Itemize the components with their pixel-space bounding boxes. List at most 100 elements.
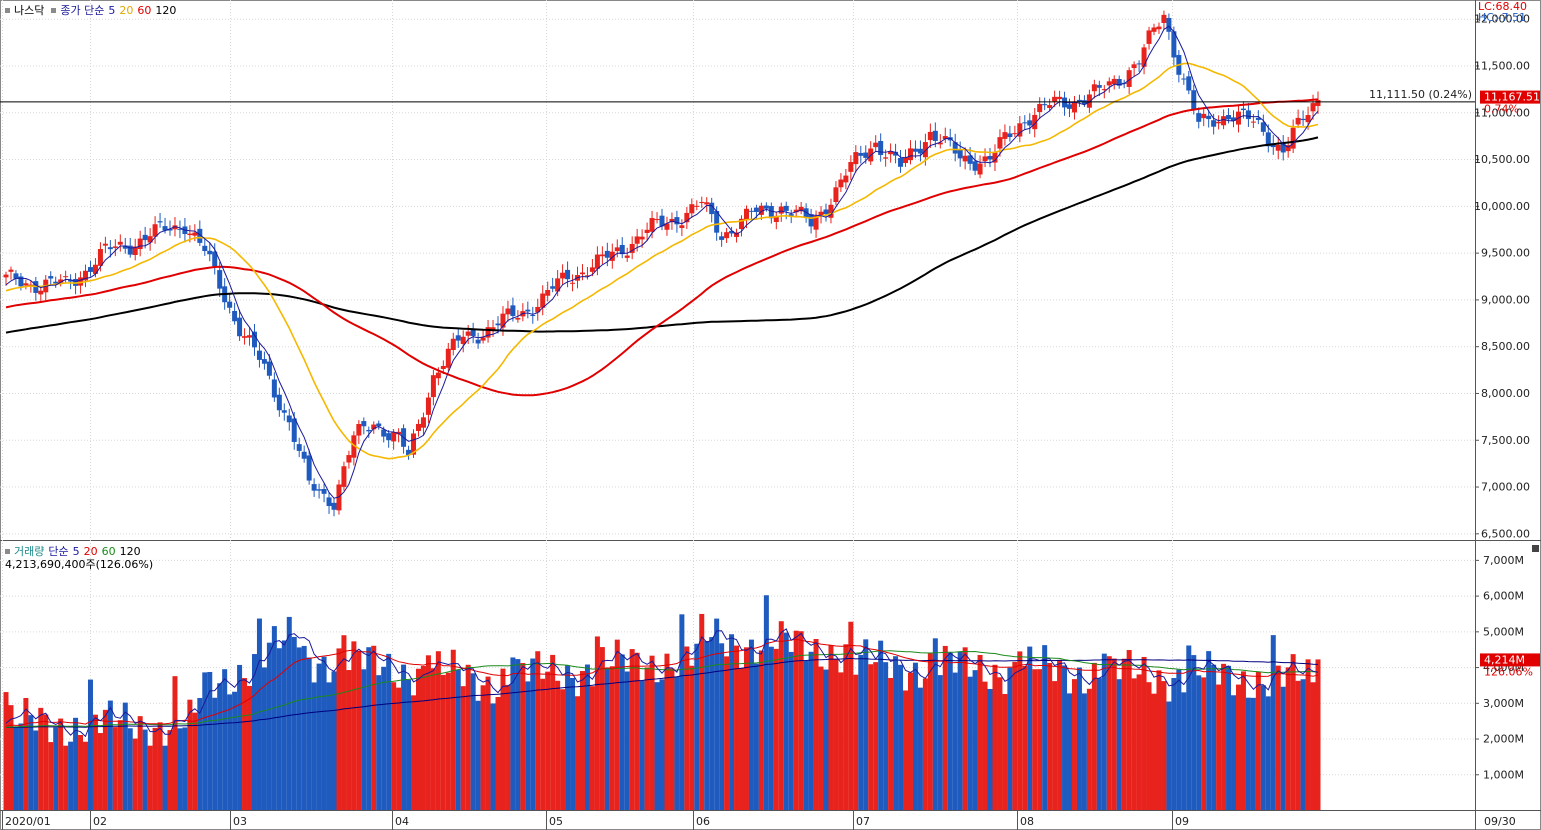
volume-bar [1310, 682, 1316, 810]
candle-body [903, 157, 909, 164]
volume-bar [68, 741, 74, 810]
hc-label: HC:-7.51 [1478, 11, 1527, 24]
volume-bar [803, 660, 809, 810]
candle-body [1290, 127, 1296, 149]
volume-bar [594, 636, 600, 810]
y-tick-label: 7,500.00 [1481, 434, 1530, 447]
volume-bar [1111, 658, 1117, 810]
x-tick-label: 08 [1020, 815, 1034, 828]
x-tick-label: 03 [233, 815, 247, 828]
volume-bar [793, 630, 799, 810]
candle-body [883, 157, 889, 159]
volume-bar [992, 664, 998, 810]
volume-bar [232, 691, 238, 810]
volume-bar [316, 663, 322, 810]
candle-body [1027, 120, 1033, 126]
volume-bar [699, 613, 705, 810]
volume-bar [863, 639, 869, 810]
vma5-line [5, 628, 1319, 738]
volume-bar [107, 700, 113, 810]
candle-body [729, 230, 735, 234]
candle-body [739, 218, 745, 230]
volume-bar [893, 656, 899, 810]
candle-body [306, 455, 312, 481]
legend-marker-icon [5, 8, 10, 13]
volume-bar [505, 684, 511, 810]
y-tick-label: 7,000M [1483, 554, 1524, 567]
candle-body [366, 429, 372, 432]
candle-body [694, 205, 700, 207]
volume-bar [58, 718, 64, 810]
volume-bar [1315, 659, 1321, 810]
candle-body [932, 130, 938, 141]
volume-bar [520, 663, 526, 810]
volume-bar [1062, 665, 1068, 810]
volume-bar [1037, 669, 1043, 810]
y-tick-label: 6,500.00 [1481, 527, 1530, 540]
volume-bar [351, 641, 357, 810]
volume-bar [13, 726, 19, 810]
legend-desc: 종가 단순 [60, 4, 105, 17]
candle-body [1052, 96, 1058, 102]
volume-bar [773, 648, 779, 810]
candle-body [127, 245, 133, 255]
candle-body [1211, 120, 1217, 127]
candle-body [1057, 96, 1063, 100]
volume-bar [1126, 649, 1132, 810]
volume-bar [808, 651, 814, 810]
volume-bar [584, 664, 590, 810]
candle-body [1255, 117, 1261, 120]
volume-bar [1280, 686, 1286, 810]
volume-bar [500, 668, 506, 810]
volume-bar [296, 647, 302, 810]
candle-body [1002, 132, 1008, 139]
candle-body [1156, 26, 1162, 30]
candle-body [604, 250, 610, 258]
legend-ma20: 20 [119, 4, 134, 17]
volume-bar [743, 647, 749, 810]
candle-body [952, 142, 958, 154]
volume-bar [1017, 651, 1023, 810]
lc-label: LC:68.40 [1478, 0, 1528, 13]
volume-bar [903, 690, 909, 810]
volume-bar [192, 712, 198, 810]
candle-body [1151, 27, 1157, 32]
volume-bar [142, 729, 148, 810]
candle-body [803, 208, 809, 218]
legend-symbol: 나스닥 [14, 4, 45, 17]
current-volume-label: 4,214M [1484, 653, 1525, 666]
candle-body [87, 267, 93, 272]
volume-bar [1116, 679, 1122, 810]
volume-bar [346, 670, 352, 810]
candle-body [162, 226, 168, 231]
volume-bar [957, 651, 963, 810]
candle-body [122, 245, 128, 249]
volume-bar [78, 735, 84, 810]
volume-bar [480, 685, 486, 810]
volume-bar [858, 654, 864, 810]
candle-body [465, 331, 471, 336]
volume-bar [331, 671, 337, 810]
volume-bar [147, 745, 153, 810]
candle-body [669, 218, 675, 223]
volume-bar [251, 654, 257, 810]
y-tick-label: 11,000.00 [1474, 106, 1530, 119]
ma120-line [5, 136, 1319, 334]
candle-body [1161, 14, 1167, 23]
volume-bar [401, 664, 407, 810]
candle-body [376, 423, 382, 427]
legend-volume-label: 거래량 [14, 545, 45, 558]
candle-body [967, 155, 973, 164]
candle-body [1181, 78, 1187, 80]
volume-bar [962, 647, 968, 810]
volume-bar [1211, 664, 1217, 810]
volume-bar [579, 671, 585, 810]
y-tick-label: 6,000M [1483, 590, 1524, 603]
y-tick-label: 5,000M [1483, 625, 1524, 638]
candle-body [614, 247, 620, 252]
volume-bar [222, 669, 228, 810]
volume-bar [371, 645, 377, 810]
candle-body [977, 163, 983, 175]
candle-body [281, 410, 287, 413]
